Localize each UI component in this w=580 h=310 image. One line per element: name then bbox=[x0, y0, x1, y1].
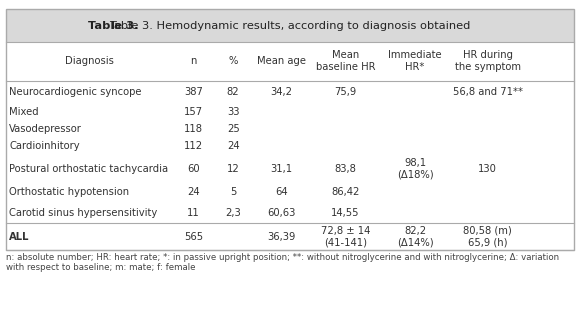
Text: 56,8 and 71**: 56,8 and 71** bbox=[452, 87, 523, 97]
Text: 82: 82 bbox=[227, 87, 240, 97]
Text: 387: 387 bbox=[184, 87, 203, 97]
Text: 83,8: 83,8 bbox=[335, 164, 356, 174]
Text: 2,3: 2,3 bbox=[225, 207, 241, 218]
Text: 64: 64 bbox=[275, 187, 288, 197]
Text: 112: 112 bbox=[184, 141, 203, 152]
Text: 33: 33 bbox=[227, 107, 240, 117]
Text: 11: 11 bbox=[187, 207, 200, 218]
Text: Mean age: Mean age bbox=[257, 56, 306, 66]
Text: Table 3. Hemodynamic results, according to diagnosis obtained: Table 3. Hemodynamic results, according … bbox=[109, 20, 471, 31]
Text: %: % bbox=[229, 56, 238, 66]
Text: Mean
baseline HR: Mean baseline HR bbox=[316, 51, 375, 72]
Text: 5: 5 bbox=[230, 187, 236, 197]
Text: 60: 60 bbox=[187, 164, 200, 174]
Text: 25: 25 bbox=[227, 124, 240, 135]
Text: 565: 565 bbox=[184, 232, 203, 241]
Text: n: n bbox=[190, 56, 197, 66]
Text: 75,9: 75,9 bbox=[334, 87, 357, 97]
Text: 60,63: 60,63 bbox=[267, 207, 296, 218]
FancyBboxPatch shape bbox=[6, 9, 574, 42]
FancyBboxPatch shape bbox=[6, 81, 574, 250]
Text: Mixed: Mixed bbox=[9, 107, 39, 117]
Text: ALL: ALL bbox=[9, 232, 30, 241]
Text: 24: 24 bbox=[227, 141, 240, 152]
Text: 130: 130 bbox=[478, 164, 497, 174]
Text: Orthostatic hypotension: Orthostatic hypotension bbox=[9, 187, 129, 197]
Text: n: absolute number; HR: heart rate; *: in passive upright position; **: without : n: absolute number; HR: heart rate; *: i… bbox=[6, 253, 559, 272]
Text: 82,2
(Δ14%): 82,2 (Δ14%) bbox=[397, 226, 433, 247]
Text: 36,39: 36,39 bbox=[267, 232, 296, 241]
Text: Immediate
HR*: Immediate HR* bbox=[388, 51, 442, 72]
Text: Vasodepressor: Vasodepressor bbox=[9, 124, 82, 135]
Text: Carotid sinus hypersensitivity: Carotid sinus hypersensitivity bbox=[9, 207, 158, 218]
Text: 24: 24 bbox=[187, 187, 200, 197]
Text: HR during
the symptom: HR during the symptom bbox=[455, 51, 520, 72]
Text: Postural orthostatic tachycardia: Postural orthostatic tachycardia bbox=[9, 164, 168, 174]
Text: Table 3.: Table 3. bbox=[88, 20, 139, 31]
Text: 72,8 ± 14
(41-141): 72,8 ± 14 (41-141) bbox=[321, 226, 370, 247]
Text: 34,2: 34,2 bbox=[270, 87, 292, 97]
Text: Neurocardiogenic syncope: Neurocardiogenic syncope bbox=[9, 87, 142, 97]
Text: 14,55: 14,55 bbox=[331, 207, 360, 218]
Text: 80,58 (m)
65,9 (h): 80,58 (m) 65,9 (h) bbox=[463, 226, 512, 247]
Text: 157: 157 bbox=[184, 107, 203, 117]
Text: Diagnosis: Diagnosis bbox=[65, 56, 114, 66]
Text: Cardioinhitory: Cardioinhitory bbox=[9, 141, 80, 152]
Text: 98,1
(Δ18%): 98,1 (Δ18%) bbox=[397, 158, 433, 179]
Text: 118: 118 bbox=[184, 124, 203, 135]
Text: 12: 12 bbox=[227, 164, 240, 174]
Text: 31,1: 31,1 bbox=[270, 164, 292, 174]
Text: 86,42: 86,42 bbox=[331, 187, 360, 197]
